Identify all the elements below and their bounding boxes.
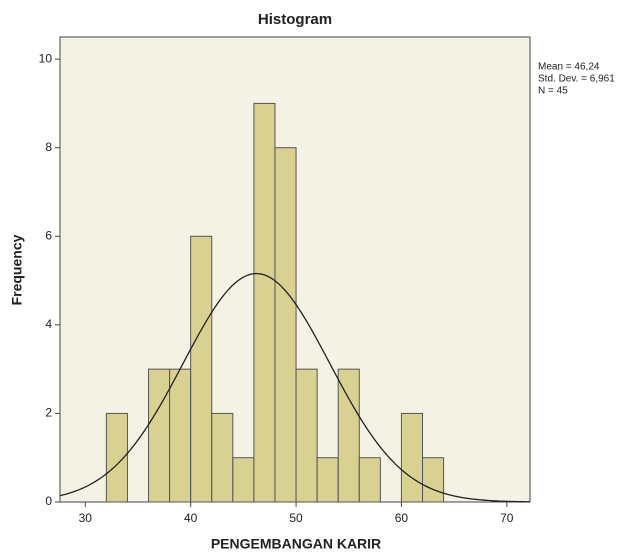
x-tick-label: 40 [184,511,198,525]
x-tick-label: 30 [79,511,93,525]
bar [274,147,297,503]
bar [316,457,339,503]
bar [169,368,192,503]
bar [148,368,171,503]
bar [358,457,381,503]
bar [211,412,234,503]
bar [232,457,255,503]
stat-label: Mean = 46,24 [538,62,600,73]
x-axis-label: PENGEMBANGAN KARIR [211,536,381,552]
chart-title: Histogram [258,11,332,28]
y-tick-label: 10 [39,51,53,65]
bar [190,235,213,503]
y-tick-label: 0 [45,494,52,508]
bar [105,412,128,503]
normal-curve [59,272,531,503]
y-tick-label: 8 [45,140,52,154]
x-tick-label: 70 [500,511,514,525]
x-tick-label: 60 [395,511,409,525]
bar [337,368,360,503]
y-axis-label: Frequency [9,234,25,305]
stat-label: N = 45 [538,86,568,97]
y-tick-label: 2 [45,406,52,420]
y-tick-label: 6 [45,228,52,242]
bar [295,368,318,503]
x-tick-label: 50 [289,511,303,525]
y-tick-label: 4 [45,317,52,331]
bar [422,457,445,503]
stat-label: Std. Dev. = 6,961 [538,74,615,85]
bar [400,412,424,503]
bar [253,102,276,503]
